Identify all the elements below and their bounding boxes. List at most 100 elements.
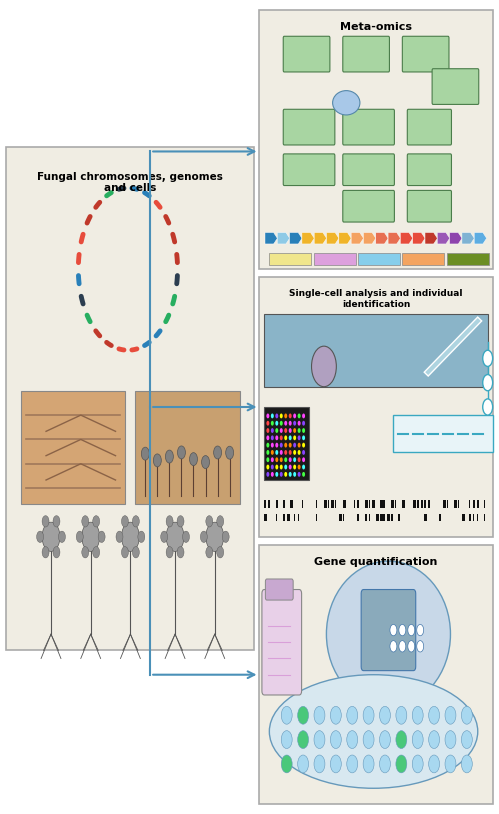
Circle shape <box>297 450 300 455</box>
Circle shape <box>289 443 292 448</box>
Circle shape <box>281 707 292 724</box>
FancyArrow shape <box>388 233 400 244</box>
Circle shape <box>132 515 139 527</box>
FancyBboxPatch shape <box>407 190 452 222</box>
Bar <box>458 501 459 509</box>
Circle shape <box>412 707 423 724</box>
Circle shape <box>396 755 407 772</box>
Text: Single-cell analysis and individual
identification: Single-cell analysis and individual iden… <box>289 289 463 309</box>
Circle shape <box>429 755 440 772</box>
Circle shape <box>314 731 325 749</box>
FancyBboxPatch shape <box>262 589 301 695</box>
Bar <box>391 501 394 509</box>
Circle shape <box>275 414 278 418</box>
Bar <box>316 501 317 509</box>
Circle shape <box>166 448 173 461</box>
Circle shape <box>266 465 269 470</box>
Circle shape <box>178 459 186 472</box>
Bar <box>369 514 370 521</box>
FancyBboxPatch shape <box>283 37 330 72</box>
Circle shape <box>116 531 123 542</box>
Circle shape <box>217 546 224 558</box>
Bar <box>383 514 385 521</box>
Circle shape <box>214 459 222 472</box>
Circle shape <box>297 472 300 477</box>
Ellipse shape <box>269 675 478 788</box>
Circle shape <box>293 450 296 455</box>
Bar <box>398 514 400 521</box>
Circle shape <box>280 457 283 462</box>
Circle shape <box>302 428 305 433</box>
Circle shape <box>93 546 100 558</box>
Circle shape <box>302 435 305 440</box>
Circle shape <box>330 755 341 772</box>
Circle shape <box>166 546 173 558</box>
Circle shape <box>266 472 269 477</box>
FancyBboxPatch shape <box>432 68 479 104</box>
Circle shape <box>266 428 269 433</box>
Circle shape <box>297 421 300 426</box>
Bar <box>462 514 465 521</box>
Circle shape <box>297 755 308 772</box>
Circle shape <box>284 465 287 470</box>
Bar <box>376 514 379 521</box>
FancyArrow shape <box>339 233 351 244</box>
Circle shape <box>42 515 49 527</box>
Bar <box>365 501 368 509</box>
Circle shape <box>483 399 493 415</box>
Circle shape <box>293 414 296 418</box>
Circle shape <box>42 523 60 551</box>
Bar <box>447 253 489 265</box>
Circle shape <box>462 755 473 772</box>
Circle shape <box>289 450 292 455</box>
Circle shape <box>297 443 300 448</box>
Bar <box>275 501 277 509</box>
Circle shape <box>177 546 184 558</box>
Circle shape <box>302 443 305 448</box>
Bar <box>342 514 343 521</box>
Bar <box>383 501 385 509</box>
Bar <box>283 514 285 521</box>
Circle shape <box>396 707 407 724</box>
Circle shape <box>201 531 207 542</box>
Circle shape <box>429 731 440 749</box>
FancyBboxPatch shape <box>343 190 394 222</box>
FancyArrow shape <box>400 233 413 244</box>
Circle shape <box>271 472 274 477</box>
Circle shape <box>98 531 105 542</box>
Circle shape <box>271 457 274 462</box>
Circle shape <box>206 515 213 527</box>
Circle shape <box>183 531 190 542</box>
Circle shape <box>284 472 287 477</box>
Circle shape <box>289 472 292 477</box>
Text: Meta-omics: Meta-omics <box>340 22 412 32</box>
FancyBboxPatch shape <box>361 589 416 671</box>
Circle shape <box>284 435 287 440</box>
Bar <box>372 501 375 509</box>
Circle shape <box>161 531 168 542</box>
Circle shape <box>266 435 269 440</box>
Circle shape <box>58 531 65 542</box>
Bar <box>380 501 383 509</box>
Bar <box>275 514 276 521</box>
Circle shape <box>76 531 83 542</box>
Circle shape <box>302 457 305 462</box>
Circle shape <box>266 443 269 448</box>
Circle shape <box>302 465 305 470</box>
Circle shape <box>271 435 274 440</box>
Circle shape <box>166 515 173 527</box>
Bar <box>380 514 383 521</box>
FancyBboxPatch shape <box>283 109 335 145</box>
Circle shape <box>293 443 296 448</box>
Circle shape <box>280 472 283 477</box>
Bar <box>413 501 416 509</box>
Bar <box>342 501 345 509</box>
Bar <box>354 501 355 509</box>
Bar <box>6 147 254 650</box>
Circle shape <box>284 457 287 462</box>
Circle shape <box>284 414 287 418</box>
Circle shape <box>412 755 423 772</box>
Circle shape <box>271 443 274 448</box>
FancyBboxPatch shape <box>402 37 449 72</box>
Circle shape <box>390 624 397 636</box>
